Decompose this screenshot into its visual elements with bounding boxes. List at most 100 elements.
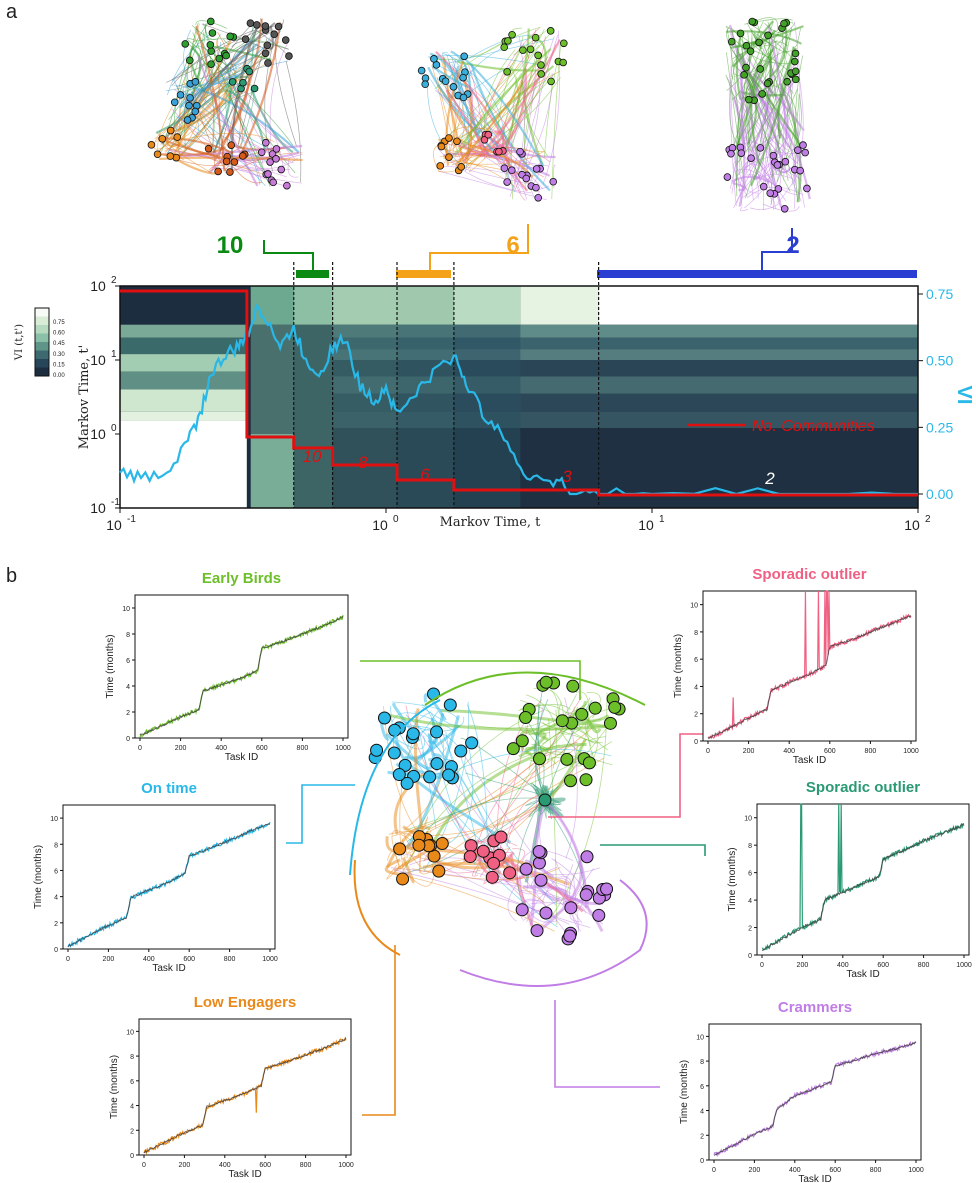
communities-line: [120, 289, 918, 497]
network-node: [241, 35, 250, 43]
network-edge: [745, 76, 758, 145]
network-node: [370, 743, 384, 757]
time-plot-5: Crammers 0 0 200 2 400 4 600 6 800 8 1000 10 Task ID T…: [679, 999, 924, 1183]
network-edge: [189, 54, 227, 172]
network-edge: [562, 876, 568, 906]
network-edge: [386, 851, 400, 869]
plot-frame: [756, 803, 970, 956]
x-axis-label: Task ID: [846, 969, 879, 980]
time-plot-2: Low Engagers 0 0 200 2 400 4 600 6 800 8 1000 10 Task…: [109, 994, 354, 1180]
network-node: [261, 49, 270, 58]
heatmap-cell: [246, 286, 251, 508]
network-node: [222, 157, 231, 166]
heatmap-cell: [453, 286, 521, 325]
y-axis-label: Time (months): [679, 1060, 690, 1124]
community-count-label: 10: [303, 447, 322, 466]
network-edge: [441, 739, 474, 848]
network-node: [153, 150, 162, 159]
x-tick-label: 1000: [956, 962, 972, 969]
network-node: [763, 79, 772, 88]
network-edge: [464, 75, 515, 193]
time-plot-1: On time 0 0 200 2 400 4 600 6 800 8 1000 10 Task ID Ti…: [33, 780, 278, 974]
network-node: [264, 170, 272, 178]
y-tick-label: 10: [90, 500, 106, 516]
network-node: [736, 29, 745, 38]
network-node: [423, 770, 437, 784]
network-node: [487, 856, 501, 870]
reference-line: [761, 823, 965, 952]
network-node: [495, 147, 503, 156]
network-node: [393, 842, 407, 856]
network-node: [441, 77, 450, 86]
network-node: [515, 903, 529, 917]
x-axis-label: Task ID: [793, 755, 826, 766]
network-edge: [441, 746, 451, 761]
network-edge: [173, 80, 181, 137]
network-node: [460, 52, 469, 61]
heatmap-cell: [293, 324, 333, 508]
panel-label-b: b: [6, 565, 17, 587]
network-count-label: 6: [506, 232, 519, 259]
network-edge: [740, 76, 747, 153]
network-node: [500, 164, 509, 173]
network-node: [263, 41, 272, 50]
network-node: [430, 757, 444, 771]
network-edge: [732, 41, 788, 60]
network-node: [780, 19, 788, 28]
network-node: [588, 701, 602, 715]
network-node: [246, 19, 255, 27]
network-edge: [730, 43, 743, 207]
student-line: [761, 803, 965, 951]
bracket-line: [429, 224, 529, 270]
network-node: [564, 774, 578, 788]
network-node: [758, 90, 766, 98]
network-edge: [203, 98, 261, 185]
x-tick-label: 400: [215, 745, 227, 752]
network-edge: [526, 804, 544, 890]
network-node: [463, 850, 477, 864]
network-node: [783, 77, 791, 86]
network-node: [166, 126, 175, 135]
right-tick-label: 0.00: [926, 486, 953, 502]
network-node: [748, 17, 757, 26]
network-node: [759, 182, 768, 191]
network-node: [442, 768, 456, 782]
network-edge: [383, 706, 421, 836]
network-node: [228, 78, 237, 86]
time-range-bar: [296, 270, 329, 278]
network-node: [480, 135, 489, 144]
y-tick-label: 2: [130, 1128, 134, 1135]
plot-title: Sporadic outlier: [752, 566, 866, 583]
time-range-bar: [396, 270, 451, 278]
x-tick-exponent: 2: [925, 514, 931, 525]
network-edge: [179, 74, 239, 109]
network-node: [532, 844, 546, 858]
heatmap-cell: [293, 286, 333, 325]
y-tick-label: 6: [694, 657, 698, 664]
network-node: [534, 873, 548, 887]
cluster-arc: [459, 879, 648, 987]
y-tick-label: 0: [700, 1158, 704, 1165]
y-tick-label: 10: [90, 352, 106, 368]
colorbar-tick-label: 0.75: [53, 320, 65, 326]
network-node: [508, 166, 516, 175]
heatmap-cell: [246, 434, 294, 508]
network-edge: [461, 55, 545, 167]
connector-line: [362, 945, 396, 1116]
network-edge: [167, 132, 275, 144]
network-edge: [584, 707, 612, 735]
heatmap-frame: [119, 285, 919, 509]
right-tick-label: 0.50: [926, 353, 953, 369]
network-10: [147, 17, 303, 190]
network-node: [387, 746, 401, 760]
network-edge: [187, 38, 200, 50]
network-node: [261, 138, 270, 147]
network-node: [204, 144, 213, 153]
network-edge: [260, 18, 263, 23]
network-node: [176, 91, 185, 99]
network-edge: [767, 59, 796, 209]
network-node: [277, 165, 286, 174]
panel-label-a: a: [6, 1, 18, 23]
network-edge: [427, 55, 546, 67]
network-node: [186, 94, 194, 102]
